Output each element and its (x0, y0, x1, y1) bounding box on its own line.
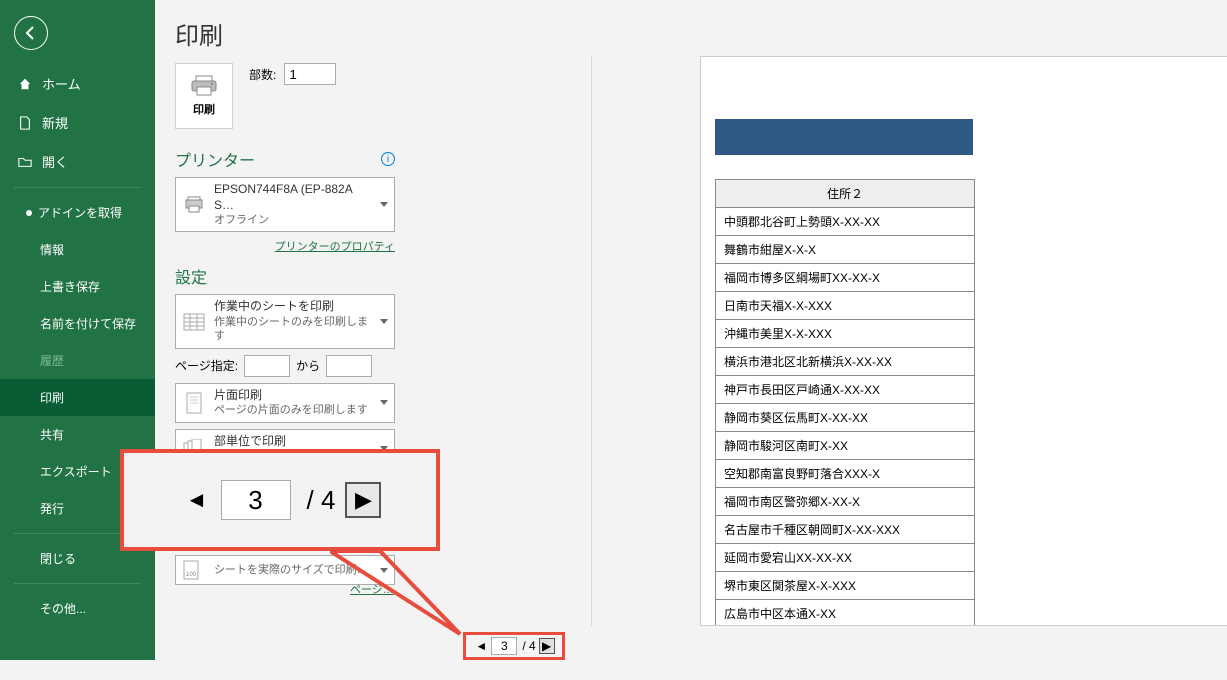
backstage-sidebar: ホーム 新規 開く アドインを取得 情報 上書き保存 名前を付けて保存 履歴 印… (0, 0, 155, 660)
nav-new-label: 新規 (42, 113, 68, 132)
nav-other-label: その他... (40, 600, 86, 617)
scale-icon: 100 (182, 558, 206, 582)
open-icon (18, 155, 32, 169)
copies-input[interactable] (284, 63, 336, 85)
preview-table-cell: 延岡市愛宕山XX-XX-XX (716, 544, 975, 572)
print-settings-column: 印刷 部数: プリンター i EPSON744F8A (EP-882A S… オ… (155, 63, 415, 510)
sides-dropdown[interactable]: 片面印刷 ページの片面のみを印刷します (175, 383, 395, 423)
page-title: 印刷 (155, 0, 1227, 63)
nav-open-label: 開く (42, 152, 68, 171)
printer-status: オフライン (214, 213, 374, 227)
preview-table-cell: 名古屋市千種区朝岡町X-XX-XXX (716, 516, 975, 544)
sheet-icon (182, 310, 206, 334)
home-icon (18, 77, 32, 91)
page-from-input[interactable] (244, 355, 290, 377)
dropdown-caret-icon (380, 202, 388, 207)
new-icon (18, 116, 32, 130)
scope-line1: 作業中のシートを印刷 (214, 299, 374, 315)
preview-table-cell: 福岡市博多区綱場町XX-XX-X (716, 264, 975, 292)
dropdown-caret-icon (380, 400, 388, 405)
info-icon[interactable]: i (381, 152, 395, 166)
nav-save-as[interactable]: 名前を付けて保存 (0, 305, 155, 342)
svg-text:100: 100 (186, 572, 197, 578)
preview-table: 住所２ 中頭郡北谷町上勢頭X-XX-XX舞鶴市紺屋X-X-X福岡市博多区綱場町X… (715, 179, 975, 626)
nav-other[interactable]: その他... (0, 590, 155, 627)
nav-share-label: 共有 (40, 426, 64, 443)
nav-info-label: 情報 (40, 241, 64, 258)
nav-home[interactable]: ホーム (0, 64, 155, 103)
back-arrow-icon (23, 25, 39, 41)
preview-table-cell: 舞鶴市紺屋X-X-X (716, 236, 975, 264)
pager-prev-button-magnified[interactable]: ◄ (179, 482, 215, 518)
preview-table-cell: 神戸市長田区戸崎通X-XX-XX (716, 376, 975, 404)
print-button[interactable]: 印刷 (175, 63, 233, 129)
printer-name: EPSON744F8A (EP-882A S… (214, 182, 374, 213)
nav-share[interactable]: 共有 (0, 416, 155, 453)
page-range-label: ページ指定: (175, 357, 238, 374)
sides-line1: 片面印刷 (214, 388, 374, 404)
pager-callout-magnified: ◄ / 4 ▶ (120, 449, 440, 551)
settings-section-label: 設定 (175, 264, 207, 288)
dropdown-caret-icon (380, 319, 388, 324)
preview-table-cell: 福岡市南区警弥郷X-XX-X (716, 488, 975, 516)
preview-table-cell: 沖縄市美里X-X-XXX (716, 320, 975, 348)
nav-history-label: 履歴 (40, 352, 64, 369)
print-scope-dropdown[interactable]: 作業中のシートを印刷 作業中のシートのみを印刷します (175, 294, 395, 348)
preview-table-cell: 中頭郡北谷町上勢頭X-XX-XX (716, 208, 975, 236)
nav-divider-3 (14, 583, 141, 584)
vertical-divider (591, 56, 592, 626)
nav-print-label: 印刷 (40, 389, 64, 406)
nav-get-addins[interactable]: アドインを取得 (0, 194, 155, 231)
printer-icon (190, 75, 218, 97)
preview-table-header: 住所２ (716, 180, 975, 208)
collate-line1: 部単位で印刷 (214, 434, 374, 450)
sides-line2: ページの片面のみを印刷します (214, 403, 374, 417)
page-side-icon (182, 391, 206, 415)
nav-save[interactable]: 上書き保存 (0, 268, 155, 305)
preview-table-cell: 広島市中区本通X-XX (716, 600, 975, 627)
nav-save-label: 上書き保存 (40, 278, 100, 295)
scope-line2: 作業中のシートのみを印刷します (214, 315, 374, 344)
printer-small-icon (182, 193, 206, 217)
callout-tail (330, 548, 550, 658)
bullet-icon (26, 210, 32, 216)
page-to-input[interactable] (326, 355, 372, 377)
page-range-row: ページ指定: から (175, 355, 395, 377)
nav-new[interactable]: 新規 (0, 103, 155, 142)
preview-table-cell: 横浜市港北区北新横浜X-XX-XX (716, 348, 975, 376)
nav-history: 履歴 (0, 342, 155, 379)
nav-info[interactable]: 情報 (0, 231, 155, 268)
preview-table-cell: 堺市東区関茶屋X-X-XXX (716, 572, 975, 600)
printer-dropdown[interactable]: EPSON744F8A (EP-882A S… オフライン (175, 177, 395, 232)
nav-open[interactable]: 開く (0, 142, 155, 181)
preview-table-cell: 日南市天福X-X-XXX (716, 292, 975, 320)
print-preview: 住所２ 中頭郡北谷町上勢頭X-XX-XX舞鶴市紺屋X-X-X福岡市博多区綱場町X… (700, 56, 1227, 626)
copies-label: 部数: (249, 66, 276, 83)
nav-print[interactable]: 印刷 (0, 379, 155, 416)
nav-export-label: エクスポート (40, 463, 112, 480)
preview-table-cell: 静岡市駿河区南町X-XX (716, 432, 975, 460)
preview-table-cell: 空知郡南富良野町落合XXX-X (716, 460, 975, 488)
preview-title-bar (715, 119, 973, 155)
pager-next-button-magnified[interactable]: ▶ (345, 482, 381, 518)
preview-table-cell: 静岡市葵区伝馬町X-XX-XX (716, 404, 975, 432)
nav-save-as-label: 名前を付けて保存 (40, 315, 136, 332)
print-tile-label: 印刷 (193, 101, 215, 117)
printer-properties-link[interactable]: プリンターのプロパティ (175, 238, 395, 254)
pager-current-magnified[interactable] (221, 480, 291, 520)
nav-divider (14, 187, 141, 188)
pager-total-magnified: / 4 (307, 485, 336, 516)
page-to-label: から (296, 357, 320, 374)
nav-get-addins-label: アドインを取得 (38, 204, 122, 221)
printer-section-label: プリンター (175, 147, 255, 171)
back-button[interactable] (14, 16, 48, 50)
nav-publish-label: 発行 (40, 500, 64, 517)
nav-close-label: 閉じる (40, 550, 76, 567)
nav-home-label: ホーム (42, 74, 81, 93)
